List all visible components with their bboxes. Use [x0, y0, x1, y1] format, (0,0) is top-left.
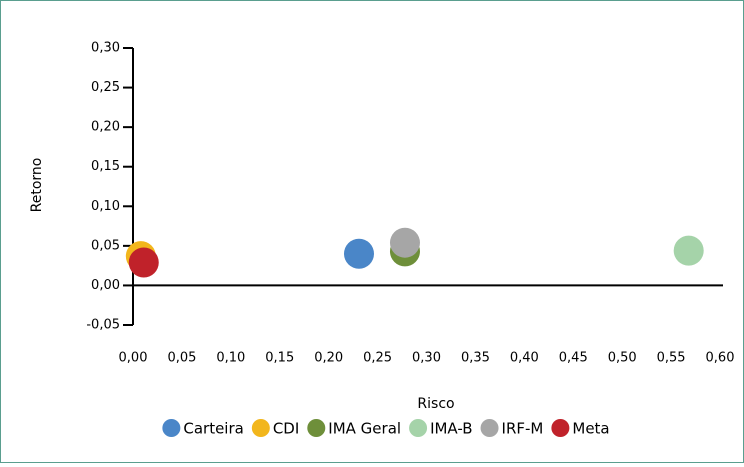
legend: Carteira CDI IMA Geral IMA-B IRF-M Meta	[162, 419, 610, 438]
legend-marker	[551, 419, 570, 437]
legend-marker	[307, 419, 326, 437]
point	[128, 247, 159, 278]
point	[389, 227, 420, 258]
y-tick-label: 0,10	[91, 199, 120, 214]
x-tick-label: 0,10	[216, 351, 245, 366]
x-tick-label: 0,00	[119, 351, 148, 366]
legend-marker	[409, 419, 428, 437]
y-tick-label: 0,30	[91, 41, 120, 56]
y-tick-label: 0,15	[91, 159, 120, 174]
y-tick-label: 0,05	[91, 238, 120, 253]
point	[673, 235, 704, 266]
legend-label: Carteira	[183, 420, 243, 438]
y-tick-label: 0,25	[91, 80, 120, 95]
x-tick-label: 0,45	[559, 351, 588, 366]
legend-marker	[251, 419, 270, 437]
legend-label: IMA-B	[430, 420, 472, 438]
x-tick-label: 0,30	[412, 351, 441, 366]
x-tick-label: 0,25	[363, 351, 392, 366]
x-tick-label: 0,55	[657, 351, 686, 366]
x-tick-label: 0,60	[706, 351, 735, 366]
x-tick-label: 0,50	[608, 351, 637, 366]
y-tick-label: 0,20	[91, 120, 120, 135]
x-tick-label: 0,15	[265, 351, 294, 366]
y-axis-title: Retorno	[29, 158, 45, 213]
y-tick-label: -0,05	[86, 318, 120, 333]
x-tick-label: 0,35	[461, 351, 490, 366]
legend-marker	[162, 419, 181, 437]
x-axis-title: Risco	[417, 396, 454, 412]
x-tick-label: 0,20	[314, 351, 343, 366]
x-tick-label: 0,05	[167, 351, 196, 366]
point	[343, 238, 374, 269]
legend-label: IMA Geral	[328, 420, 401, 438]
legend-label: IRF-M	[502, 420, 544, 438]
legend-label: CDI	[273, 420, 299, 438]
y-tick-label: 0,00	[91, 278, 120, 293]
legend-label: Meta	[572, 420, 609, 438]
x-tick-label: 0,40	[510, 351, 539, 366]
legend-marker	[480, 419, 499, 437]
